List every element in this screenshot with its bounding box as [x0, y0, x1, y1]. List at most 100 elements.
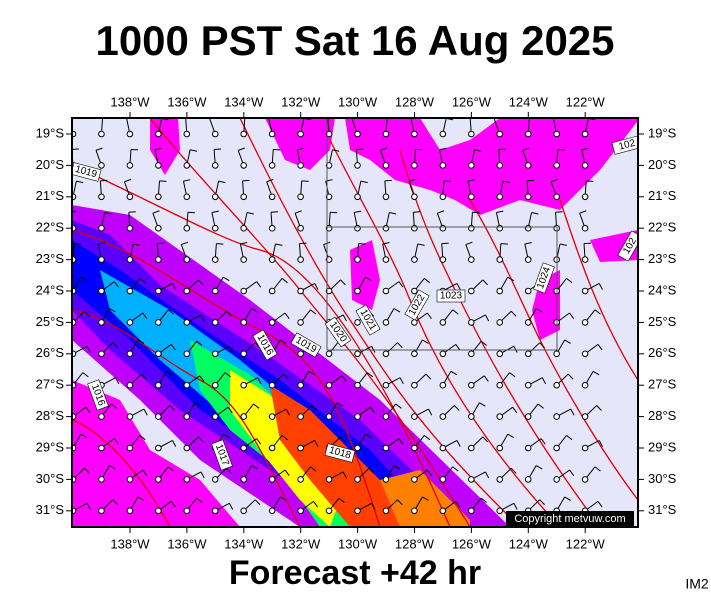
- barb-station: [468, 224, 475, 232]
- barb-station: [268, 193, 276, 201]
- barb-station: [297, 287, 304, 295]
- barb-station: [553, 350, 560, 358]
- barb-station: [297, 256, 304, 263]
- barb-feather: [539, 342, 545, 349]
- barb-feather: [439, 147, 447, 151]
- isobar-label-box: [324, 443, 356, 463]
- barb-station: [382, 507, 390, 515]
- barb-feather: [246, 212, 254, 215]
- barb-feather: [279, 339, 287, 344]
- latitude-label-left: 25°S: [36, 314, 65, 329]
- longitude-label-top: 138°W: [110, 94, 150, 109]
- barb-station: [581, 319, 589, 326]
- barb-station: [268, 162, 276, 169]
- longitude-label-bottom: 136°W: [167, 536, 207, 551]
- barb-station: [325, 287, 333, 295]
- latitude-label-right: 31°S: [648, 502, 677, 517]
- barb-station: [411, 162, 418, 169]
- barb-station: [354, 319, 361, 326]
- barb-feather: [569, 312, 575, 319]
- longitude-label-bottom: 128°W: [395, 536, 435, 551]
- barb-feather: [398, 438, 404, 445]
- barb-station: [468, 130, 475, 138]
- barb-station: [211, 381, 219, 389]
- longitude-label-top: 130°W: [338, 94, 378, 109]
- barb-station: [439, 476, 447, 483]
- barb-feather: [453, 405, 460, 411]
- barb-feather: [228, 503, 234, 510]
- barb-feather: [365, 433, 372, 439]
- barb-station: [268, 256, 276, 263]
- barb-feather: [80, 276, 88, 282]
- barb-station: [325, 413, 333, 420]
- barb-station: [581, 444, 589, 452]
- barb-feather: [594, 309, 601, 315]
- barb-station: [268, 476, 276, 483]
- barb-feather: [142, 312, 148, 319]
- latitude-label-right: 19°S: [648, 125, 677, 140]
- image-code: IM2: [685, 576, 709, 592]
- latitude-label-left: 31°S: [36, 502, 65, 517]
- barb-station: [297, 476, 304, 483]
- barb-station: [126, 224, 134, 232]
- barb-station: [98, 413, 105, 420]
- barb-feather: [314, 440, 319, 447]
- barb-station: [325, 476, 333, 483]
- isobar-label-box: [355, 304, 381, 336]
- barb-feather: [313, 501, 319, 508]
- barb-feather: [531, 212, 539, 215]
- isobar-label-box: [211, 439, 233, 471]
- barb-station: [524, 162, 532, 169]
- barb-station: [468, 193, 475, 201]
- isobar-label: 1019: [72, 162, 102, 182]
- barb-station: [155, 287, 162, 295]
- barb-feather: [398, 281, 404, 288]
- barb-feather: [86, 503, 91, 510]
- barb-feather: [194, 402, 202, 407]
- barb-feather: [522, 147, 530, 151]
- barb-station: [155, 224, 162, 232]
- barb-station: [411, 350, 418, 358]
- barb-station: [524, 130, 532, 138]
- barb-station: [581, 130, 589, 138]
- barb-feather: [450, 370, 458, 376]
- barb-feather: [423, 277, 431, 284]
- forecast-label: Forecast +42 hr: [229, 554, 481, 592]
- barb-feather: [371, 503, 376, 510]
- barb-feather: [152, 210, 160, 214]
- barb-station: [468, 507, 475, 515]
- barb-station: [325, 162, 333, 169]
- barb-feather: [551, 178, 558, 183]
- barb-feather: [535, 308, 543, 313]
- barb-station: [354, 413, 361, 420]
- barb-station: [297, 130, 304, 138]
- longitude-label-bottom: 130°W: [338, 536, 378, 551]
- barb-feather: [281, 277, 288, 284]
- barb-station: [325, 507, 333, 515]
- barb-feather: [340, 436, 346, 443]
- barb-station: [524, 444, 532, 452]
- barb-station: [411, 287, 418, 295]
- barb-feather: [465, 241, 473, 246]
- latitude-label-right: 28°S: [648, 408, 677, 423]
- barb-station: [411, 381, 418, 389]
- barb-station: [524, 381, 532, 389]
- barb-station: [211, 256, 219, 263]
- barb-station: [382, 130, 390, 138]
- barb-feather: [226, 467, 232, 474]
- barb-feather: [367, 372, 374, 378]
- barb-feather: [370, 406, 375, 414]
- barb-feather: [507, 276, 515, 282]
- barb-station: [382, 319, 390, 326]
- barb-feather: [170, 344, 176, 351]
- latitude-label-left: 21°S: [36, 188, 65, 203]
- barb-feather: [142, 469, 148, 476]
- barb-station: [240, 287, 247, 295]
- barb-feather: [408, 178, 416, 183]
- barb-feather: [84, 310, 90, 317]
- barb-station: [382, 476, 390, 483]
- barb-station: [325, 350, 333, 358]
- barb-feather: [342, 314, 347, 322]
- barb-station: [468, 256, 475, 263]
- barb-station: [553, 193, 560, 201]
